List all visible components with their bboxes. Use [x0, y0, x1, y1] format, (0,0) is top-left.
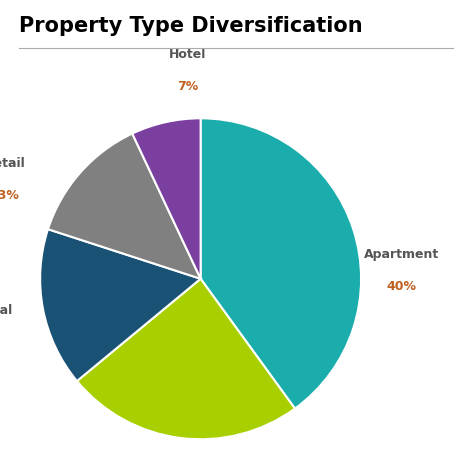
Text: Property Type Diversification: Property Type Diversification [19, 16, 362, 36]
Text: 7%: 7% [177, 80, 198, 93]
Wedge shape [48, 133, 201, 279]
Wedge shape [40, 229, 201, 381]
Text: Retail: Retail [0, 157, 25, 170]
Text: Industrial: Industrial [0, 304, 13, 317]
Text: Apartment: Apartment [363, 248, 439, 261]
Wedge shape [201, 118, 361, 409]
Text: 40%: 40% [386, 280, 416, 293]
Text: Hotel: Hotel [169, 48, 206, 61]
Wedge shape [77, 279, 295, 439]
Text: 13%: 13% [0, 189, 20, 202]
Wedge shape [132, 118, 201, 279]
